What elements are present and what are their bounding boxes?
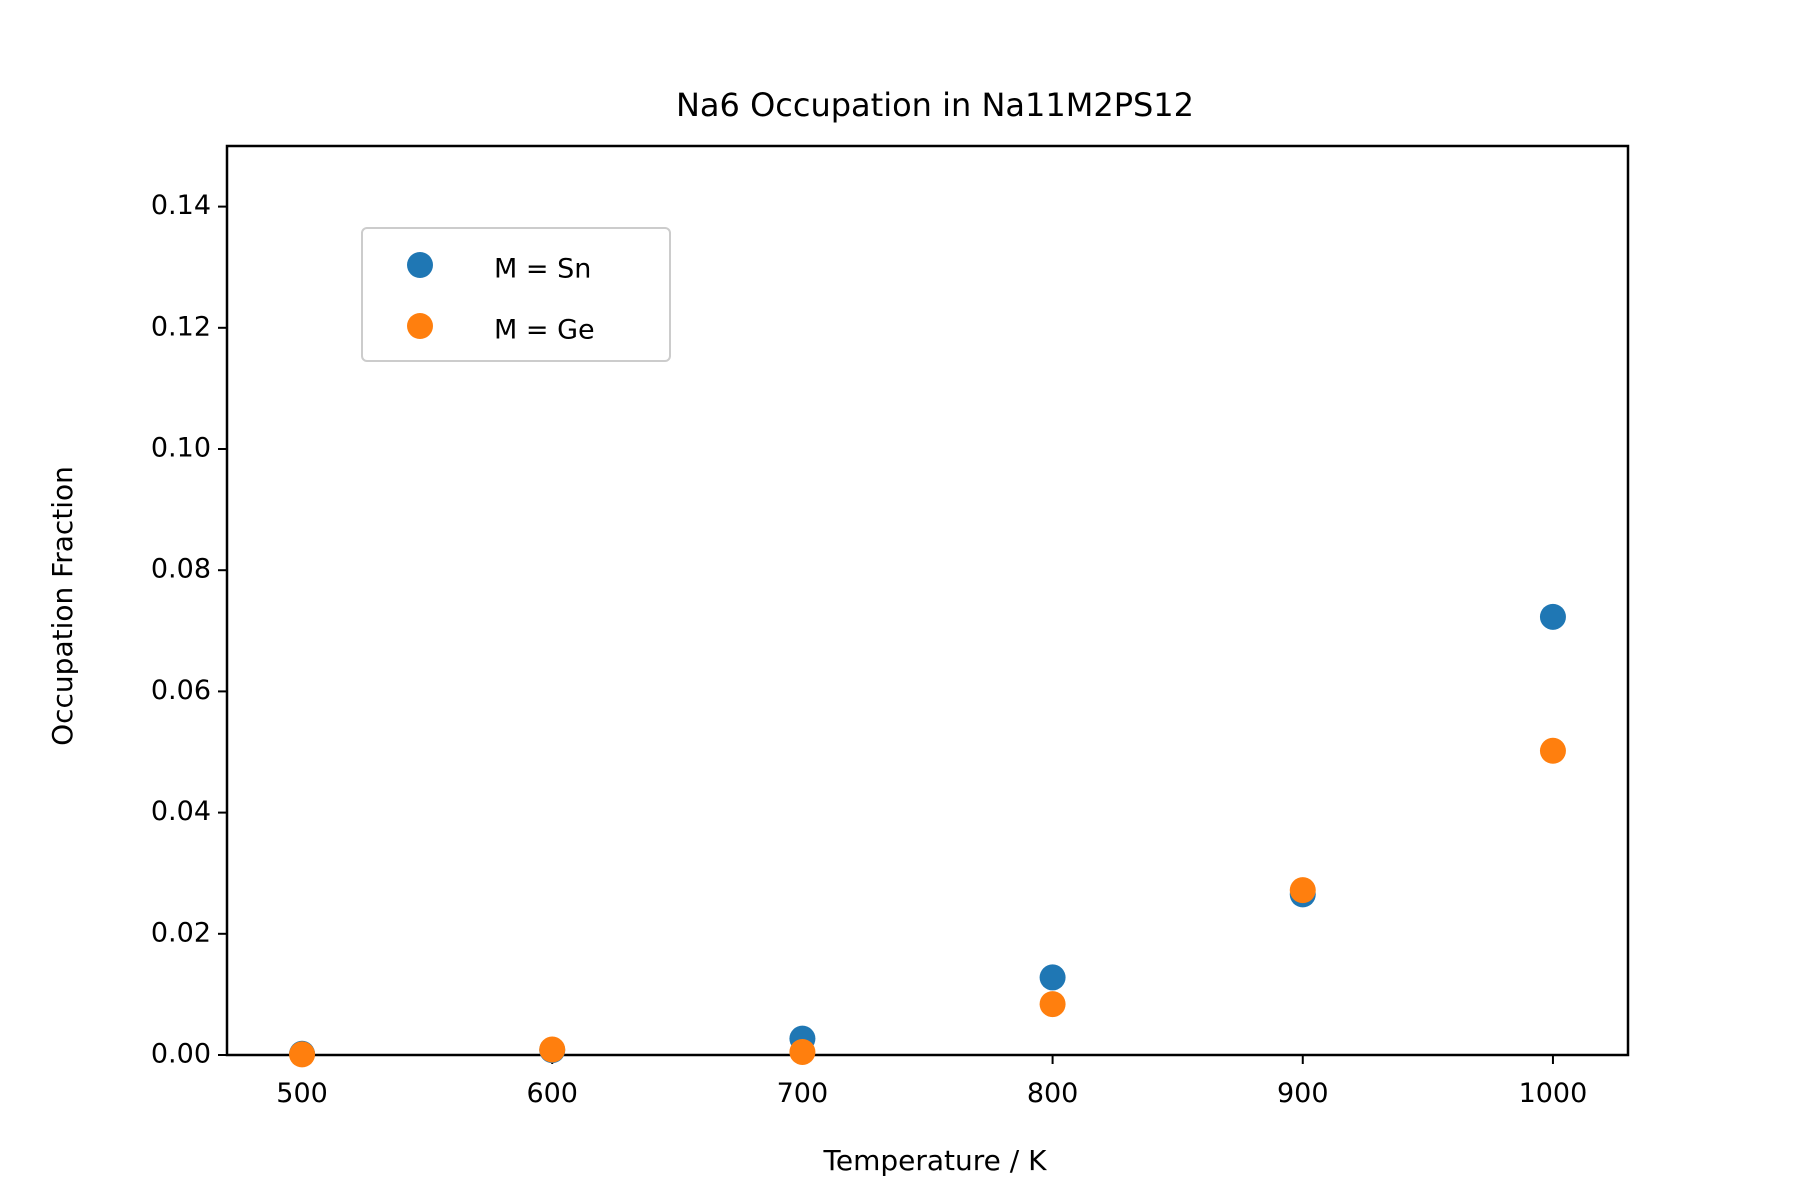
x-axis-label: Temperature / K [823, 1144, 1048, 1177]
data-point-ge [289, 1041, 316, 1068]
plot-frame [225, 144, 1630, 1057]
y-tick-label: 0.02 [151, 917, 211, 948]
y-tick-label: 0.08 [151, 554, 211, 585]
x-tick-label: 600 [526, 1078, 578, 1109]
y-tick-label: 0.00 [151, 1039, 211, 1070]
legend-marker-sn [407, 252, 433, 278]
y-tick-label: 0.04 [151, 796, 211, 827]
y-tick-label: 0.06 [151, 675, 211, 706]
y-tick-label: 0.14 [151, 190, 211, 221]
data-point-ge [1039, 991, 1066, 1018]
data-points [289, 603, 1566, 1068]
data-point-sn [1039, 964, 1066, 991]
x-tick-label: 900 [1277, 1078, 1329, 1109]
y-tick-label: 0.10 [151, 433, 211, 464]
chart-title: Na6 Occupation in Na11M2PS12 [676, 86, 1194, 124]
y-axis-label: Occupation Fraction [46, 466, 79, 746]
x-tick-label: 700 [777, 1078, 829, 1109]
legend: M = Sn M = Ge [361, 227, 671, 362]
axes: 500 600 700 800 900 1000 0.00 0.02 0.04 0.06 0.08 0… [151, 144, 1630, 1109]
x-tick-label: 1000 [1519, 1078, 1588, 1109]
data-point-ge [539, 1036, 566, 1063]
legend-marker-ge [407, 313, 433, 339]
y-tick-label: 0.12 [151, 311, 211, 342]
data-point-sn [1539, 603, 1566, 630]
legend-label-sn: M = Sn [494, 254, 591, 285]
legend-box [361, 227, 671, 362]
x-tick-label: 800 [1027, 1078, 1079, 1109]
data-point-ge [1289, 877, 1316, 904]
data-point-ge [789, 1038, 816, 1065]
data-point-ge [1539, 737, 1566, 764]
x-tick-label: 500 [276, 1078, 328, 1109]
legend-label-ge: M = Ge [494, 315, 595, 346]
